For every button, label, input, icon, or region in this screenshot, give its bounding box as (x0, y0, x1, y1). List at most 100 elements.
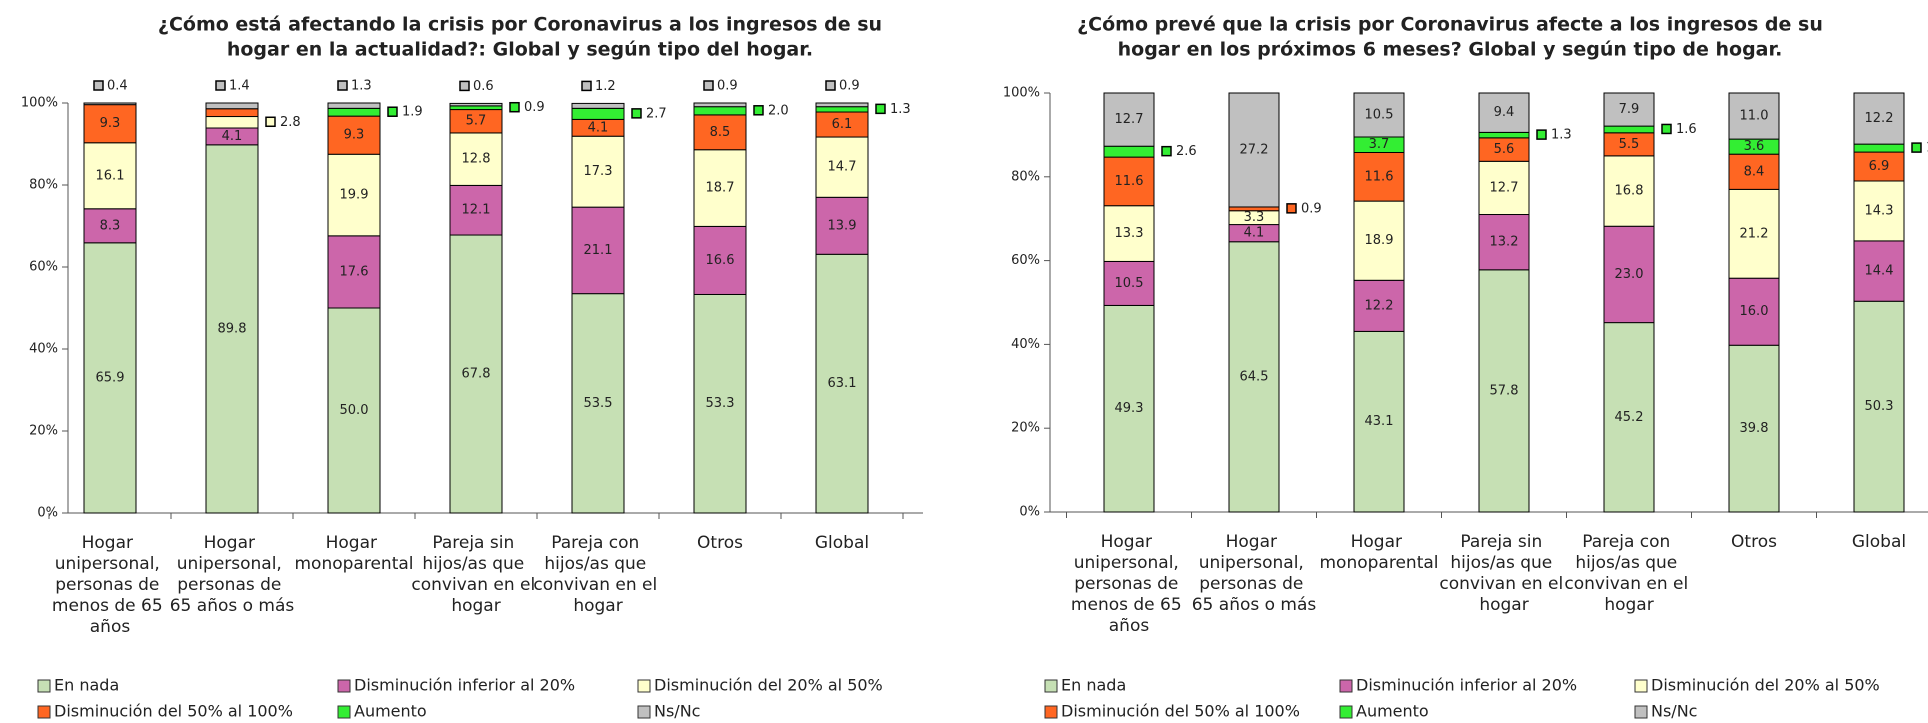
bar-segment (1478, 269, 1530, 513)
bar-segment (815, 136, 869, 198)
x-tick-label-line: monoparental (295, 554, 414, 574)
x-tick-label-line: hijos/as que (1575, 553, 1682, 573)
legend-key (337, 705, 351, 719)
value-label: 45.2 (1615, 410, 1644, 425)
y-tick-label: 40% (1011, 337, 1040, 352)
legend-key (637, 705, 651, 719)
value-label: 67.8 (462, 367, 491, 382)
value-label: 14.4 (1865, 264, 1894, 279)
value-label: 0.9 (1301, 201, 1322, 216)
value-label: 9.3 (100, 116, 121, 131)
value-label: 9.4 (1494, 105, 1515, 120)
legend-label: Disminución inferior al 20% (354, 676, 575, 695)
x-tick-label-line: hogar (451, 596, 500, 616)
legend-label: Disminución del 20% al 50% (1651, 676, 1880, 695)
value-label: 16.6 (706, 253, 735, 268)
callout-key (509, 101, 520, 113)
value-label: 3.6 (1744, 139, 1765, 154)
bar-segment (571, 293, 625, 514)
x-tick-label: Pareja sin hijos/as que convivan en el h… (411, 533, 540, 616)
callout-key (459, 80, 470, 92)
value-label: 18.7 (706, 181, 735, 196)
y-tick-label: 20% (29, 424, 58, 439)
value-label: 17.6 (340, 264, 369, 279)
y-tick-label: 80% (1011, 169, 1040, 184)
bar-segment (1228, 241, 1280, 513)
bar-segment (1478, 214, 1530, 271)
legend-key (1634, 705, 1648, 719)
bar-segment (1728, 277, 1780, 346)
value-label: 49.3 (1115, 401, 1144, 416)
legend-key (1044, 679, 1058, 693)
x-tick-label: Pareja con hijos/as que convivan en el h… (1564, 532, 1693, 615)
value-label: 12.1 (462, 203, 491, 218)
x-tick-label-line: Hogar (1351, 532, 1408, 552)
x-tick-label-line: convivan en el (411, 575, 540, 595)
value-label: 11.0 (1740, 109, 1769, 124)
value-label: 12.2 (1865, 111, 1894, 126)
bar-segment (1853, 143, 1905, 153)
bar-segment (571, 107, 625, 120)
bar-segment (571, 206, 625, 295)
bar-segment (327, 107, 381, 117)
x-tick-label: Otros (697, 533, 743, 553)
legend-key (37, 679, 51, 693)
x-tick-label: Hogar unipersonal, personas de menos de … (52, 533, 168, 637)
bar-segment (693, 114, 747, 151)
bar-segment (571, 102, 625, 109)
bar-segment (449, 102, 503, 107)
legend-key (37, 705, 51, 719)
chart-title: ¿Cómo prevé que la crisis por Coronaviru… (1077, 14, 1823, 36)
y-tick-label: 20% (1011, 421, 1040, 436)
x-tick-label: Hogar monoparental (295, 533, 414, 574)
value-label: 50.3 (1865, 399, 1894, 414)
value-label: 12.7 (1115, 112, 1144, 127)
x-tick-label-line: hijos/as que (422, 554, 529, 574)
chart-title: hogar en los próximos 6 meses? Global y … (1118, 39, 1783, 61)
value-label: 21.1 (584, 243, 613, 258)
x-tick-label-line: unipersonal, (1199, 553, 1310, 573)
x-tick-label-line: hogar (1479, 595, 1528, 615)
x-tick-label-line: convivan en el (533, 575, 662, 595)
bar-segment (1603, 92, 1655, 127)
value-label: 5.5 (1619, 137, 1640, 152)
y-tick-label: 100% (21, 96, 58, 111)
value-label: 4.1 (222, 129, 243, 144)
y-tick-label: 80% (29, 178, 58, 193)
value-label: 6.9 (1869, 159, 1890, 174)
bar-segment (1353, 330, 1405, 513)
callout-key (1286, 203, 1297, 214)
bar-segment (1103, 92, 1155, 147)
bar-segment (449, 105, 503, 111)
value-label: 0.4 (107, 79, 128, 94)
bar-segment (327, 153, 381, 237)
legend-key (1339, 705, 1353, 719)
x-tick-label-line: años (1109, 616, 1150, 636)
x-tick-label: Hogar unipersonal, personas de 65 años o… (1192, 532, 1317, 615)
legend-key (637, 679, 651, 693)
value-label: 16.8 (1615, 184, 1644, 199)
bar-segment (1603, 155, 1655, 227)
x-tick-label-line: personas de (1199, 574, 1309, 594)
legend-label: En nada (54, 676, 119, 695)
callout-key (93, 80, 104, 91)
bar-segment (815, 196, 869, 255)
bar-segment (1728, 153, 1780, 190)
bar-segment (1103, 205, 1155, 262)
bar-segment (1353, 200, 1405, 281)
x-tick-label-line: 65 años o más (1192, 595, 1317, 615)
value-label: 2.8 (280, 115, 301, 130)
value-label: 10.5 (1365, 107, 1394, 122)
x-tick-label: Otros (1731, 532, 1777, 552)
value-label: 1.9 (1926, 141, 1928, 156)
bar-segment (449, 234, 503, 514)
bar-segment (205, 108, 259, 118)
chart-title: hogar en la actualidad?: Global y según … (227, 39, 813, 61)
x-tick-label-line: menos de 65 (52, 596, 168, 616)
value-label: 13.3 (1115, 226, 1144, 241)
bar-segment (1728, 344, 1780, 513)
chart-title: ¿Cómo está afectando la crisis por Coron… (158, 14, 882, 36)
bar-segment (1228, 206, 1280, 212)
x-tick-label-line: menos de 65 (1071, 595, 1187, 615)
legend-key (1044, 705, 1058, 719)
